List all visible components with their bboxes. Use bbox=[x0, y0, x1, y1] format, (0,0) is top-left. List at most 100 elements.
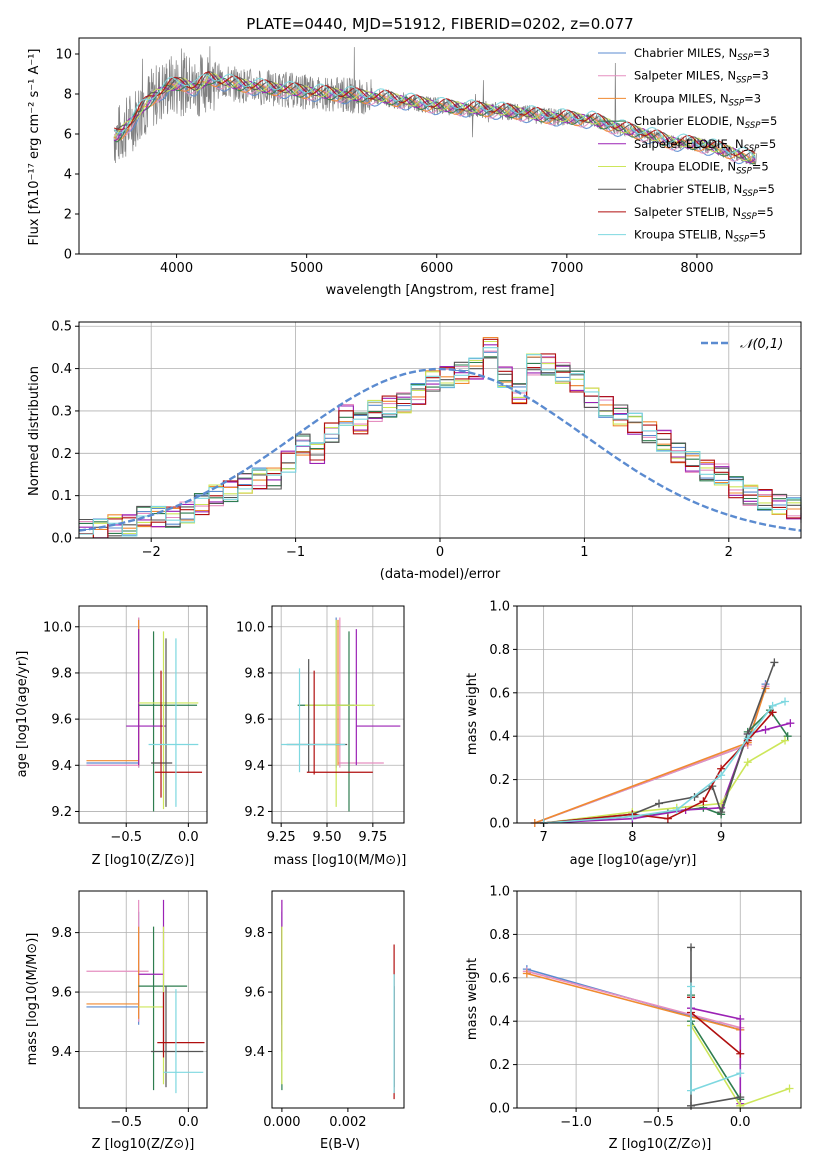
weight-line bbox=[526, 972, 741, 1031]
error-bars bbox=[281, 899, 395, 1100]
error-bars bbox=[281, 617, 401, 812]
y-tick-label: 6 bbox=[64, 128, 72, 143]
y-axis-label: mass weight bbox=[465, 673, 480, 755]
legend-value: =5 bbox=[749, 228, 766, 242]
x-tick-label: 9.75 bbox=[358, 830, 387, 845]
weight-marker bbox=[687, 982, 696, 991]
weight-marker bbox=[628, 812, 637, 821]
x-tick-label: 2 bbox=[725, 545, 733, 560]
y-tick-label: 1.0 bbox=[489, 885, 510, 900]
model-spectrum-line bbox=[113, 78, 756, 162]
legend-subscript: SSP bbox=[742, 189, 758, 199]
y-tick-label: 0.2 bbox=[489, 1058, 510, 1073]
legend-subscript: SSP bbox=[745, 121, 761, 131]
legend-entry: Salpeter STELIB, NSSP=5 bbox=[634, 205, 774, 222]
x-tick-label: −0.5 bbox=[642, 1115, 674, 1130]
axes-frame bbox=[78, 890, 208, 1109]
x-tick-label: −1.0 bbox=[560, 1115, 592, 1130]
legend-value: =5 bbox=[752, 160, 769, 174]
x-tick-label: 1 bbox=[580, 545, 588, 560]
weight-marker bbox=[687, 1086, 696, 1095]
legend-entry: Kroupa ELODIE, NSSP=5 bbox=[634, 160, 769, 177]
histogram-step-line bbox=[79, 347, 802, 537]
legend-entry: Kroupa MILES, NSSP=3 bbox=[634, 91, 761, 108]
y-tick-label: 2 bbox=[64, 208, 72, 223]
weight-line bbox=[534, 686, 767, 824]
weight-marker bbox=[699, 797, 708, 806]
y-tick-label: 0.6 bbox=[489, 971, 510, 986]
y-tick-label: 10 bbox=[55, 48, 72, 63]
x-tick-label: 0.000 bbox=[263, 1115, 300, 1130]
x-tick-label: −1 bbox=[286, 545, 305, 560]
y-tick-label: 0.2 bbox=[51, 447, 72, 462]
x-tick-label: −0.5 bbox=[110, 830, 142, 845]
error-bars bbox=[86, 899, 205, 1094]
weight-line bbox=[526, 970, 741, 1029]
legend-subscript: SSP bbox=[734, 235, 750, 245]
mass-vs-z-panel: −0.5 0.0 9.4 9.6 9.8 Z [log10(Z/Z⊙)] mass [log… bbox=[25, 890, 208, 1152]
weight-marker bbox=[768, 701, 777, 710]
weight-marker bbox=[736, 1015, 745, 1024]
histogram-step-line bbox=[79, 338, 802, 539]
y-tick-label: 0.4 bbox=[489, 730, 510, 745]
y-tick-label: 0.0 bbox=[51, 532, 72, 547]
residual-legend: 𝒩(0,1) bbox=[701, 337, 783, 352]
normal-curve bbox=[78, 367, 802, 532]
x-tick-label: 0.002 bbox=[329, 1115, 366, 1130]
age-vs-mass-panel: 9.25 9.50 9.75 9.2 9.4 9.6 9.8 10.0 mass [log10(… bbox=[236, 605, 407, 868]
legend-value: =3 bbox=[752, 69, 769, 83]
weight-marker bbox=[522, 969, 531, 978]
y-tick-label: 9.8 bbox=[51, 926, 72, 941]
weight-line bbox=[543, 662, 776, 824]
weight-marker bbox=[785, 1084, 794, 1093]
residual-legend-label: 𝒩(0,1) bbox=[740, 337, 783, 352]
x-axis-label: mass [log10(M/M⊙)] bbox=[274, 853, 407, 868]
weight-marker bbox=[736, 1069, 745, 1078]
y-tick-label: 9.4 bbox=[244, 1045, 265, 1060]
spectrum-frame bbox=[78, 37, 802, 255]
axes-frame bbox=[78, 605, 208, 824]
y-tick-label: 9.4 bbox=[244, 759, 265, 774]
weight-marker bbox=[770, 658, 779, 667]
legend-entry: Chabrier ELODIE, NSSP=5 bbox=[634, 114, 777, 131]
y-tick-label: 9.6 bbox=[244, 986, 265, 1001]
weight-marker bbox=[663, 814, 672, 823]
y-axis-label: age [log10(age/yr)] bbox=[15, 651, 30, 778]
legend-value: =3 bbox=[753, 46, 770, 60]
weight-marker bbox=[736, 1049, 745, 1058]
legend-entry: Kroupa STELIB, NSSP=5 bbox=[634, 228, 766, 245]
x-tick-label: 7000 bbox=[550, 261, 583, 276]
spectrum-xlabel: wavelength [Angstrom, rest frame] bbox=[326, 283, 555, 298]
x-tick-label: 0.0 bbox=[730, 1115, 751, 1130]
x-tick-label: −2 bbox=[142, 545, 161, 560]
spectrum-traces bbox=[113, 46, 757, 166]
y-tick-label: 1.0 bbox=[489, 600, 510, 615]
model-spectrum-line bbox=[113, 76, 756, 165]
y-tick-label: 9.6 bbox=[244, 713, 265, 728]
x-tick-label: 9 bbox=[717, 830, 725, 845]
weight-marker bbox=[781, 736, 790, 745]
y-axis-label: mass [log10(M/M⊙)] bbox=[25, 933, 40, 1066]
x-tick-label: 4000 bbox=[160, 261, 193, 276]
weight-marker bbox=[672, 805, 681, 814]
x-axis-label: Z [log10(Z/Z⊙)] bbox=[609, 1137, 712, 1152]
axes-frame bbox=[271, 890, 405, 1109]
grid-lines bbox=[517, 605, 801, 824]
x-tick-label: −0.5 bbox=[110, 1115, 142, 1130]
weight-marker bbox=[743, 758, 752, 767]
spectrum-legend: Chabrier MILES, NSSP=3 Salpeter MILES, NS… bbox=[598, 46, 777, 245]
y-tick-label: 0.8 bbox=[489, 643, 510, 658]
legend-subscript: SSP bbox=[736, 76, 752, 86]
y-tick-label: 8 bbox=[64, 88, 72, 103]
y-tick-label: 9.4 bbox=[51, 1045, 72, 1060]
y-axis-label: mass weight bbox=[465, 958, 480, 1040]
weight-marker bbox=[781, 697, 790, 706]
weight-marker bbox=[717, 771, 726, 780]
legend-subscript: SSP bbox=[736, 167, 752, 177]
grid-lines bbox=[79, 891, 207, 1108]
axes-frame bbox=[271, 605, 405, 824]
model-spectrum-line bbox=[113, 71, 756, 157]
weight-vs-z-panel: −1.0 −0.5 0.0 0.0 0.2 0.4 0.6 0.8 1.0 Z [log10(Z/… bbox=[465, 885, 802, 1152]
y-tick-label: 0.4 bbox=[51, 362, 72, 377]
